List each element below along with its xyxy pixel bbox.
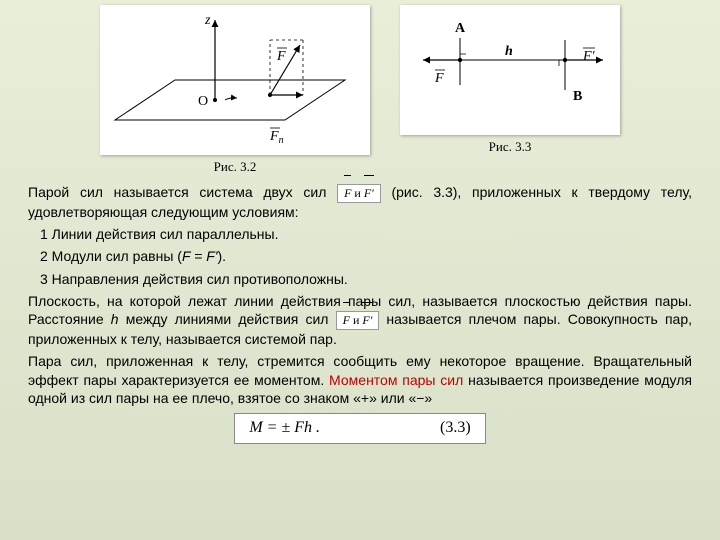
svg-text:A: A [455, 21, 466, 36]
para-2: Плоскость, на которой лежат линии действ… [28, 292, 692, 348]
svg-text:F: F [434, 71, 444, 86]
list-item-1: 1 Линии действия сил параллельны. [28, 225, 692, 243]
svg-text:Fn: Fn [269, 129, 284, 146]
svg-text:В: В [573, 89, 582, 104]
formula-3-3: M = ± Fh . (3.3) [234, 413, 485, 444]
svg-text:F: F [276, 49, 286, 64]
para-3: Пара сил, приложенная к телу, стремится … [28, 352, 692, 407]
figure-3-2: z О F Fn [100, 5, 370, 155]
svg-text:F': F' [582, 49, 596, 64]
svg-text:h: h [505, 44, 513, 59]
equation-number: (3.3) [440, 418, 471, 439]
p2-b: между линиями действия сил [119, 311, 336, 327]
li2-a: 2 Модули сил равны ( [40, 248, 182, 264]
formula-text: M = ± Fh . [249, 418, 320, 439]
p2-h: h [111, 311, 119, 327]
figures-row: z О F Fn Рис. 3. [0, 0, 720, 175]
text-content: Парой сил называется система двух сил F … [0, 175, 720, 444]
p3-highlight: Моментом пары сил [329, 372, 463, 388]
formula-row: M = ± Fh . (3.3) [28, 413, 692, 444]
figure-3-2-column: z О F Fn Рис. 3. [100, 5, 370, 175]
insert-FF-2: F и F' [336, 311, 380, 331]
para-1: Парой сил называется система двух сил F … [28, 183, 692, 221]
fig-3-2-caption: Рис. 3.2 [100, 159, 370, 175]
insert-FF-1: F и F' [337, 184, 381, 204]
list-item-3: 3 Направления действия сил противоположн… [28, 270, 692, 288]
figure-3-3-column: A F h F' В [400, 5, 620, 155]
li2-eq: F = F' [182, 248, 217, 264]
li2-b: ). [217, 248, 226, 264]
fig-3-3-caption: Рис. 3.3 [400, 139, 620, 155]
axis-z-label: z [204, 13, 211, 28]
list-item-2: 2 Модули сил равны (F = F'). [28, 247, 692, 265]
p1-text-a: Парой сил называется система двух сил [28, 184, 337, 200]
origin-label: О [198, 94, 208, 109]
figure-3-3: A F h F' В [400, 5, 620, 135]
